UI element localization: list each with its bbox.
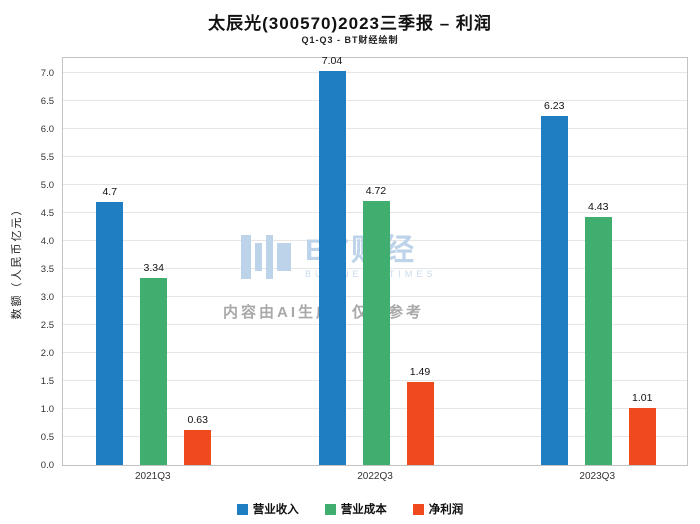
bar-营业成本-2021Q3 bbox=[140, 277, 168, 465]
gridline bbox=[63, 127, 687, 129]
bar-value-label: 7.04 bbox=[321, 54, 343, 67]
legend-label: 净利润 bbox=[428, 504, 464, 516]
bar-value-label: 4.43 bbox=[588, 200, 609, 213]
bar-value-label: 1.49 bbox=[409, 365, 431, 378]
gridline bbox=[63, 155, 687, 157]
gridline bbox=[63, 71, 687, 73]
bar-value-label: 4.72 bbox=[365, 184, 387, 197]
bar-value-label: 6.23 bbox=[544, 99, 565, 112]
bar-value-label: 4.7 bbox=[102, 185, 118, 198]
y-tick-label: 5.0 bbox=[40, 179, 54, 191]
legend-swatch bbox=[236, 503, 248, 515]
chart-title: 太辰光(300570)2023三季报 – 利润 bbox=[208, 14, 492, 33]
y-tick-label: 4.0 bbox=[40, 235, 54, 247]
bar-净利润-2022Q3 bbox=[406, 381, 434, 465]
bt-logo-icon bbox=[241, 234, 291, 280]
y-tick-label: 3.0 bbox=[40, 291, 54, 303]
bar-营业收入-2023Q3 bbox=[540, 115, 568, 465]
legend-item-营业收入: 营业收入 bbox=[236, 501, 299, 517]
y-tick-label: 5.5 bbox=[40, 151, 54, 163]
legend-label: 营业收入 bbox=[252, 504, 299, 516]
y-tick-label: 3.5 bbox=[40, 263, 54, 275]
plot-area: BT财经 BUSINESS TIMES 内容由AI生成，仅供参考 4.73.34… bbox=[62, 54, 688, 466]
bar-净利润-2023Q3 bbox=[628, 408, 656, 465]
bar-营业成本-2023Q3 bbox=[584, 216, 612, 465]
y-tick-label: 2.0 bbox=[40, 347, 54, 359]
x-tick-label: 2023Q3 bbox=[579, 471, 616, 482]
y-tick-label: 4.5 bbox=[40, 207, 54, 219]
legend: 营业收入 营业成本 净利润 bbox=[0, 501, 700, 517]
x-tick-label: 2021Q3 bbox=[134, 471, 171, 482]
gridline bbox=[63, 183, 687, 185]
y-tick-label: 0.0 bbox=[40, 460, 54, 471]
y-tick-label: 0.5 bbox=[40, 431, 54, 443]
x-tick-label: 2022Q3 bbox=[357, 471, 393, 482]
bar-value-label: 3.34 bbox=[143, 261, 164, 274]
y-tick-label: 2.5 bbox=[40, 319, 54, 331]
bar-营业成本-2022Q3 bbox=[362, 200, 390, 465]
legend-swatch bbox=[324, 503, 336, 515]
chart-subtitle: Q1-Q3 - BT财经绘制 bbox=[301, 35, 399, 45]
y-tick-label: 6.0 bbox=[40, 123, 54, 135]
bar-净利润-2021Q3 bbox=[184, 429, 212, 465]
bar-value-label: 0.63 bbox=[187, 413, 208, 426]
y-tick-label: 1.0 bbox=[40, 403, 54, 415]
bar-营业收入-2021Q3 bbox=[96, 201, 124, 465]
legend-label: 营业成本 bbox=[340, 504, 387, 516]
gridline bbox=[63, 99, 687, 101]
bar-value-label: 1.01 bbox=[632, 392, 653, 405]
y-tick-label: 7.0 bbox=[40, 67, 54, 79]
legend-item-营业成本: 营业成本 bbox=[324, 501, 387, 517]
y-tick-label: 6.5 bbox=[40, 95, 54, 107]
legend-swatch bbox=[412, 503, 424, 515]
bar-营业收入-2022Q3 bbox=[318, 70, 346, 465]
y-tick-label: 1.5 bbox=[40, 375, 54, 387]
legend-item-净利润: 净利润 bbox=[412, 501, 464, 517]
